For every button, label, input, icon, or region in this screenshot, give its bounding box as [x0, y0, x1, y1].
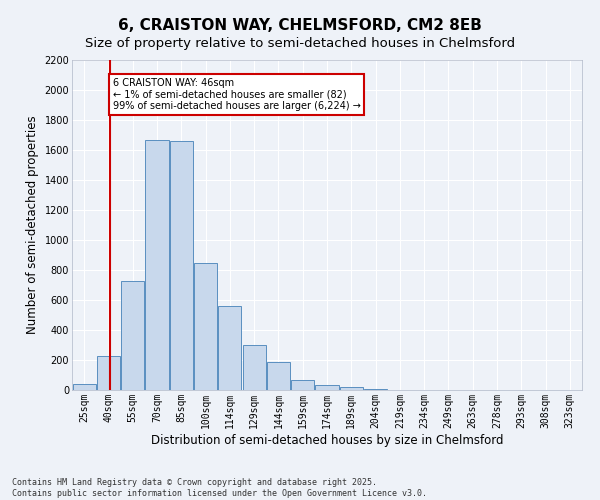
- Bar: [73, 384, 95, 390]
- X-axis label: Distribution of semi-detached houses by size in Chelmsford: Distribution of semi-detached houses by …: [151, 434, 503, 446]
- Bar: [121, 280, 144, 390]
- Bar: [170, 141, 193, 390]
- Bar: [364, 389, 387, 390]
- Bar: [316, 385, 338, 390]
- Text: 6 CRAISTON WAY: 46sqm
← 1% of semi-detached houses are smaller (82)
99% of semi-: 6 CRAISTON WAY: 46sqm ← 1% of semi-detac…: [113, 78, 361, 111]
- Bar: [194, 263, 217, 390]
- Text: 6, CRAISTON WAY, CHELMSFORD, CM2 8EB: 6, CRAISTON WAY, CHELMSFORD, CM2 8EB: [118, 18, 482, 32]
- Text: Size of property relative to semi-detached houses in Chelmsford: Size of property relative to semi-detach…: [85, 38, 515, 51]
- Bar: [145, 140, 169, 390]
- Bar: [242, 345, 266, 390]
- Bar: [267, 362, 290, 390]
- Bar: [218, 306, 241, 390]
- Bar: [97, 356, 120, 390]
- Bar: [291, 380, 314, 390]
- Y-axis label: Number of semi-detached properties: Number of semi-detached properties: [26, 116, 39, 334]
- Text: Contains HM Land Registry data © Crown copyright and database right 2025.
Contai: Contains HM Land Registry data © Crown c…: [12, 478, 427, 498]
- Bar: [340, 387, 363, 390]
